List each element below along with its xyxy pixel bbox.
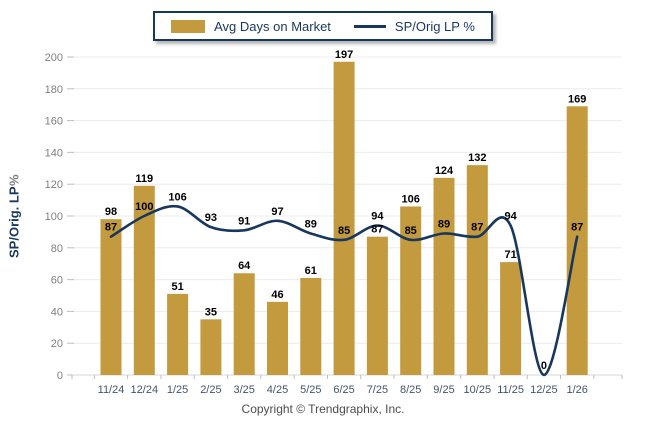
x-tick-label: 7/25: [367, 384, 388, 396]
legend-bar-swatch-icon: [171, 19, 206, 33]
bar-value-label: 61: [305, 265, 317, 277]
bar-value-label: 119: [135, 173, 153, 185]
bar: [433, 177, 455, 375]
line-value-label: 89: [438, 218, 450, 230]
copyright-text: Copyright © Trendgraphix, Inc.: [241, 402, 405, 416]
bar-value-label: 64: [238, 260, 251, 272]
legend-line-label: SP/Orig LP %: [394, 18, 475, 34]
line-value-label: 91: [238, 215, 250, 227]
y-tick-label: 140: [45, 147, 63, 159]
x-tick-label: 11/25: [497, 384, 524, 396]
y-tick-label: 180: [45, 84, 63, 96]
y-tick-label: 160: [45, 116, 63, 128]
y-tick-label: 20: [51, 338, 63, 350]
legend-bar-label: Avg Days on Market: [214, 18, 331, 34]
x-tick-label: 1/25: [167, 384, 188, 396]
x-tick-label: 1/26: [566, 384, 587, 396]
x-tick-label: 2/25: [200, 384, 221, 396]
bar: [500, 262, 522, 375]
line-value-label: 85: [338, 225, 350, 237]
line-value-label: 85: [405, 225, 417, 237]
bar-value-label: 106: [402, 193, 420, 205]
x-tick-label: 3/25: [233, 384, 254, 396]
trend-line: [109, 204, 579, 377]
bar: [133, 185, 155, 375]
line-value-label: 87: [571, 222, 583, 234]
x-tick-label: 5/25: [300, 384, 321, 396]
bar-value-label: 35: [205, 306, 217, 318]
bar: [366, 236, 388, 375]
x-tick-label: 8/25: [400, 384, 421, 396]
line-value-label: 106: [168, 191, 186, 203]
bar-value-label: 71: [504, 249, 516, 261]
bar: [333, 61, 355, 376]
bar-value-label: 46: [271, 289, 283, 301]
y-tick-label: 120: [45, 179, 63, 191]
y-tick-label: 60: [51, 275, 63, 287]
line-value-label: 94: [504, 211, 517, 223]
bar: [200, 319, 222, 375]
line-value-label: 100: [135, 201, 153, 213]
line-value-label: 0: [541, 360, 547, 372]
bar: [267, 301, 288, 375]
y-tick-label: 80: [51, 243, 63, 255]
x-tick-label: 9/25: [433, 384, 454, 396]
line-value-label: 89: [305, 218, 317, 230]
y-tick-label: 100: [45, 211, 63, 223]
bar: [100, 219, 122, 375]
bar: [167, 293, 189, 375]
line-value-label: 93: [205, 212, 217, 224]
line-value-label: 87: [471, 222, 483, 234]
bar-value-label: 124: [435, 165, 454, 177]
bar-value-label: 197: [335, 49, 353, 61]
bar-value-label: 87: [371, 224, 383, 236]
line-value-label: 87: [105, 222, 117, 234]
line-value-label: 94: [371, 211, 384, 223]
x-tick-label: 10/25: [464, 384, 492, 396]
x-tick-label: 4/25: [267, 384, 288, 396]
legend-line-swatch-icon: [353, 24, 386, 28]
y-tick-label: 40: [51, 306, 63, 318]
bar-value-label: 51: [171, 281, 183, 293]
y-tick-label: 200: [45, 52, 63, 64]
bar: [466, 165, 488, 375]
bar: [300, 278, 322, 375]
x-tick-label: 6/25: [333, 384, 354, 396]
y-tick-label: 0: [57, 370, 63, 382]
x-tick-label: 11/24: [98, 384, 125, 396]
bar-value-label: 169: [568, 93, 586, 105]
chart-legend: Avg Days on Market SP/Orig LP %: [153, 11, 493, 41]
x-tick-label: 12/25: [530, 384, 558, 396]
bar-value-label: 132: [468, 152, 486, 164]
bar-value-label: 98: [105, 206, 117, 218]
bar: [400, 206, 422, 375]
line-value-label: 97: [271, 206, 283, 218]
bar: [233, 273, 255, 375]
x-tick-label: 12/24: [131, 384, 159, 396]
